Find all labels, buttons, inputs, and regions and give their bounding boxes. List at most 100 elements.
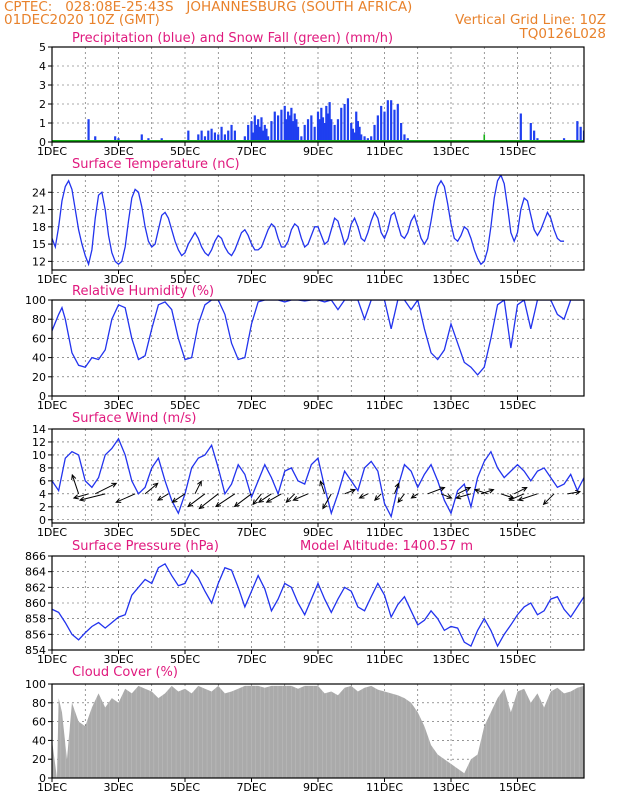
precipitation-xtick-label: 3DEC [103,145,133,158]
precip-bar [210,128,213,142]
humidity-ytick-label: 40 [32,352,46,365]
wind-arrow [258,493,272,503]
precip-bar [370,136,373,142]
wind-arrow-head [542,499,549,506]
humidity-title: Relative Humidity (%) [72,284,214,299]
humidity-ytick-label: 80 [32,313,46,326]
precip-bar [260,117,263,142]
precip-bar [230,124,233,142]
wind-arrow-head [508,496,515,501]
temperature-ytick-label: 21 [32,204,46,217]
precip-bar [323,123,326,142]
wind-arrow-head [358,493,365,499]
precip-bar [291,121,295,142]
wind-arrow-head [350,488,357,494]
wind-arrow [194,481,202,495]
wind-xtick-label: 9DEC [303,526,333,539]
humidity-line [52,300,584,376]
header-station-line: CPTEC: 028:08E-25:43S JOHANNESBURG (SOUT… [4,0,413,15]
precip-bar [296,126,300,142]
precip-bar [576,121,579,142]
wind-arrow [215,493,236,507]
humidity-ytick-label: 0 [39,390,46,403]
pressure-xtick-label: 1DEC [37,653,67,666]
precip-bar [213,132,217,142]
cloud-xtick-label: 9DEC [303,781,333,794]
wind-arrow-head [233,501,240,508]
wind-arrow-head [292,496,299,501]
precip-bar [333,124,336,142]
wind-arrow-head [215,501,221,508]
wind-ytick-label: 6 [39,475,46,488]
cloud-xtick-label: 11DEC [366,781,403,794]
precip-bar [197,134,200,142]
pressure-xtick-label: 15DEC [499,653,536,666]
wind-arrow-head [322,503,328,510]
pressure-panel: 854 856 858 860 862 864 866 1DEC 3DEC 5DEC 7DEC 9DE… [25,539,585,666]
wind-arrow-head [446,493,453,499]
pressure-ytick-label: 862 [25,581,46,594]
wind-arrow-head [439,486,446,492]
wind-arrow [397,493,405,503]
precip-bar [290,107,293,142]
wind-arrow [73,493,89,499]
precip-bar [220,126,223,142]
precip-bar [393,109,396,142]
precipitation-ytick-label: 3 [39,79,46,92]
header-model-id: TQ0126L028 [519,26,606,42]
wind-xtick-label: 7DEC [236,526,266,539]
precip-bar [403,134,406,142]
precipitation-xtick-label: 5DEC [170,145,200,158]
pressure-xtick-label: 13DEC [432,653,469,666]
cloud-plot [52,684,584,778]
precip-bar [267,136,270,142]
pressure-line [52,562,584,648]
wind-arrow [71,474,80,494]
wind-arrow [543,493,555,505]
precip-bar [519,113,522,142]
wind-arrow [374,493,382,501]
wind-arrow-head [152,482,159,489]
wind-arrow [509,493,525,501]
precip-bar [330,119,333,142]
pressure-ytick-label: 860 [25,597,46,610]
wind-arrow-head [72,494,79,500]
precip-bar [343,104,346,142]
precip-bar [579,126,582,142]
wind-arrow-head [171,497,178,503]
temperature-xtick-label: 1DEC [37,273,67,286]
temperature-line [52,175,565,267]
wind-arrow [172,493,186,503]
wind-arrow-head [521,487,528,492]
precip-bar [400,123,403,142]
precip-bar [346,98,350,142]
precipitation-ytick-label: 2 [39,98,46,111]
precip-bar [358,126,361,142]
wind-arrow [457,487,471,495]
wind-arrow [199,493,219,509]
temperature-ytick-label: 24 [32,186,46,199]
cloud-area [52,685,584,778]
wind-arrow [474,489,488,495]
temperature-xtick-label: 9DEC [303,273,333,286]
wind-arrow [95,482,117,495]
cloud-xtick-label: 13DEC [432,781,469,794]
precip-bar [363,136,366,142]
wind-arrow-head [115,498,122,503]
wind-arrow [187,493,206,507]
precip-bar [252,132,255,142]
precip-bar [94,136,97,142]
precip-bar [313,126,316,142]
humidity-ytick-label: 20 [32,371,46,384]
precip-bar [280,109,283,142]
humidity-xtick-label: 1DEC [37,399,67,412]
cloud-stripes [52,684,580,778]
wind-line [52,437,584,519]
temperature-ytick-label: 15 [32,238,46,251]
pressure-ytick-label: 856 [25,628,46,641]
precip-bar [257,119,260,142]
precip-bar [286,111,290,142]
wind-ytick-label: 0 [39,514,46,527]
precip-bar [223,134,226,142]
